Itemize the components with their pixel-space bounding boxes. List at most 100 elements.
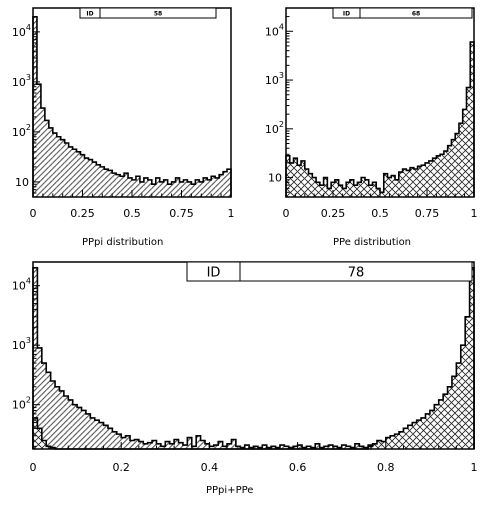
panel-ppi-bar (96, 164, 101, 197)
panel-combined-bar (143, 443, 148, 449)
panel-combined-bar (68, 399, 73, 449)
panel-combined-bar (178, 442, 183, 449)
panel-ppe-id-value: 68 (412, 11, 420, 18)
panel-ppi-bar (60, 139, 65, 197)
panel-ppe-bar (316, 182, 320, 197)
panel-combined-bar (399, 431, 404, 449)
x-tick-label: 0.6 (289, 461, 307, 474)
panel-ppi-series-0 (32, 16, 232, 198)
panel-combined-id-value: 78 (348, 266, 365, 281)
y-tick-label: 10 (268, 172, 282, 185)
panel-ppe-bar (312, 177, 317, 197)
panel-ppi: 10 102 103 104 0 0.25 0.5 0.75 1 ID 58 PPpi dis… (12, 7, 235, 248)
panel-ppe-bar (349, 179, 354, 197)
panel-ppi-bar (48, 127, 53, 197)
panel-ppe-bar (443, 151, 448, 197)
panel-combined-bar (85, 413, 91, 449)
panel-ppe-bar (410, 167, 414, 197)
panel-ppe-bar (462, 109, 467, 197)
panel-ppe-bars (285, 41, 475, 198)
panel-ppi-bar (159, 181, 164, 197)
panel-combined-bar (187, 437, 192, 449)
panel-ppi-bar (151, 184, 156, 197)
panel-combined-bar (394, 434, 400, 449)
panel-ppi-bar (108, 170, 113, 197)
panel-ppe-bar (327, 188, 332, 197)
panel-combined-bar (385, 437, 391, 449)
panel-ppe-series-0 (285, 41, 475, 198)
panel-combined-bar (37, 428, 42, 449)
panel-ppi-bar (199, 181, 204, 197)
panel-ppi-bar (211, 176, 216, 197)
panel-combined-bar (443, 394, 448, 449)
panel-ppi-bar (56, 136, 61, 197)
panel-combined-x-axis: 0 0.2 0.4 0.6 0.8 1 (30, 442, 478, 474)
panel-ppe-bar (289, 162, 294, 197)
x-tick-label: 0.5 (123, 207, 141, 220)
panel-combined-bar (160, 446, 166, 449)
panel-combined-bar (469, 267, 474, 449)
panel-ppe-bar (395, 179, 399, 197)
x-tick-label: 0.25 (321, 207, 346, 220)
panel-ppi-bar (120, 176, 125, 197)
panel-ppe-bar (361, 177, 365, 197)
panel-combined-bar (81, 410, 86, 449)
x-tick-label: 1 (228, 207, 235, 220)
panel-ppe-bar (413, 169, 418, 197)
panel-ppe-bar (432, 158, 437, 197)
panel-combined-bar (209, 446, 214, 449)
panel-ppi-bar (88, 159, 93, 197)
panel-ppe-bar (308, 173, 313, 197)
panel-combined-bar (465, 316, 470, 449)
panel-ppi-id-value: 58 (154, 11, 162, 18)
panel-combined-bar (227, 443, 232, 449)
y-tick-label: 103 (12, 73, 31, 89)
panel-ppi-bar (147, 179, 152, 197)
panel-combined-bar (152, 440, 157, 449)
panel-ppe-bar (383, 173, 388, 197)
y-tick-label: 102 (12, 123, 31, 139)
panel-combined-bar (407, 425, 413, 449)
panel-ppi-bar (207, 179, 212, 197)
panel-combined-bar (169, 443, 175, 449)
panel-ppe-bar (436, 155, 441, 197)
panel-ppi-bar (143, 177, 148, 197)
panel-combined-id-label: ID (207, 266, 221, 281)
panel-combined-bar (147, 442, 153, 449)
panel-ppe-bar (293, 158, 298, 197)
panel-combined-bar (218, 441, 223, 449)
panel-ppi-bar (72, 149, 77, 197)
panel-ppe-bar (406, 170, 411, 197)
panel-ppi-id-box: ID 58 (79, 7, 217, 19)
panel-combined-bar (372, 443, 377, 449)
panel-ppi-bar (155, 177, 160, 197)
x-tick-label: 0.5 (371, 207, 389, 220)
panel-combined-bar (341, 445, 347, 449)
panel-combined-bar (293, 446, 298, 449)
x-tick-label: 1 (471, 207, 478, 220)
panel-ppe-bar (319, 185, 324, 197)
panel-ppi-bar (191, 184, 196, 197)
panel-ppe-bar (368, 185, 373, 197)
panel-combined-bar (306, 446, 311, 449)
y-tick-label: 104 (265, 22, 284, 38)
panel-ppe-bar (447, 145, 452, 197)
panel-combined-bar (59, 390, 64, 449)
panel-combined-bar (204, 443, 210, 449)
panel-ppe-bar (334, 179, 339, 197)
panel-ppe-bar (451, 139, 456, 197)
panel-combined-bar (182, 445, 188, 449)
panel-combined-bar (390, 435, 395, 449)
panel-combined-bar (447, 386, 452, 449)
panel-combined-bar (156, 443, 161, 449)
panel-combined-xlabel: PPpi+PPe (206, 485, 253, 496)
panel-ppe-bar (353, 185, 358, 197)
panel-combined-bar (354, 443, 360, 449)
panel-combined-outline (32, 266, 475, 449)
panel-ppi-bar (92, 162, 97, 197)
panel-combined-bar (451, 376, 457, 449)
panel-combined-bar (284, 446, 289, 449)
panel-ppi-bar (40, 108, 45, 197)
panel-combined-bar (213, 445, 219, 449)
panel-combined-bar (376, 440, 382, 449)
